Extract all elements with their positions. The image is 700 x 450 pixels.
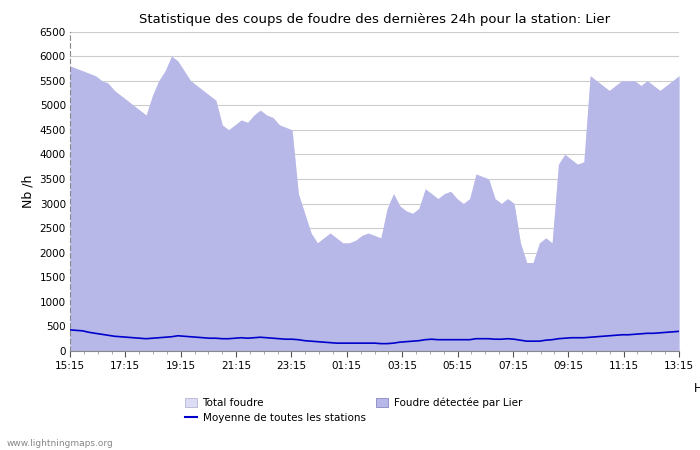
Y-axis label: Nb /h: Nb /h bbox=[21, 175, 34, 208]
Title: Statistique des coups de foudre des dernières 24h pour la station: Lier: Statistique des coups de foudre des dern… bbox=[139, 13, 610, 26]
Legend: Total foudre, Moyenne de toutes les stations, Foudre détectée par Lier: Total foudre, Moyenne de toutes les stat… bbox=[185, 398, 522, 423]
Text: Heure: Heure bbox=[694, 382, 700, 395]
Text: www.lightningmaps.org: www.lightningmaps.org bbox=[7, 439, 113, 448]
